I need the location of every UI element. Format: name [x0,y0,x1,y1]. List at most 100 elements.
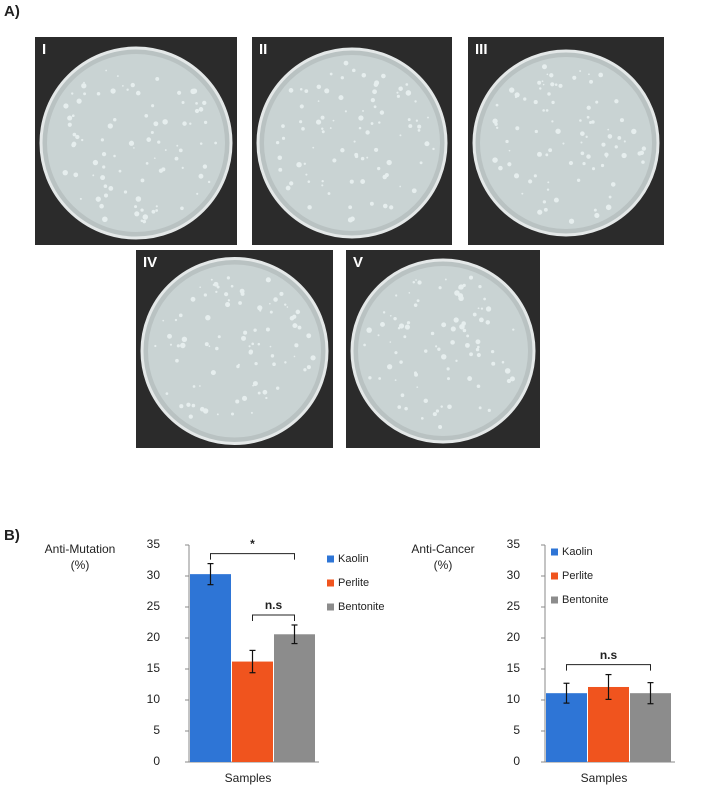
colony [142,214,149,220]
colony [254,361,258,366]
y-tick-label: 20 [507,630,521,644]
colony [165,392,169,395]
x-axis-label: Samples [225,771,272,785]
colony [546,188,550,191]
colony [446,367,450,371]
colony [362,109,364,112]
colony [432,147,435,151]
colony [128,140,135,146]
colony [462,328,467,333]
colony [469,352,473,357]
colony [579,119,582,122]
colony [450,340,455,345]
colony [378,377,382,380]
colony [604,152,609,157]
y-tick-label: 30 [147,568,161,582]
colony [102,165,106,169]
colony [406,321,411,325]
colony [398,323,405,329]
colony [299,87,303,91]
colony [155,209,159,212]
colony [480,307,484,310]
colony [485,306,492,312]
colony [541,80,544,83]
colony [617,136,622,140]
colony [478,317,484,323]
colony [162,119,168,125]
colony [299,104,304,109]
colony [215,346,219,351]
colony [202,408,209,414]
colony [243,330,248,335]
colony [332,158,337,163]
y-tick-label: 5 [153,723,160,737]
bar [274,634,315,762]
bar [630,693,671,762]
colony [458,284,464,290]
colony [307,180,311,183]
colony [368,376,372,380]
colony [113,117,117,122]
colony [343,60,349,66]
colony [174,156,179,161]
colony [281,124,285,128]
colony [248,350,253,355]
colony [310,355,316,361]
colony [438,286,442,290]
colony [509,376,515,382]
colony [92,159,99,166]
plate-label: V [353,254,363,271]
colony [199,385,201,387]
colony [354,152,359,157]
colony [301,127,305,131]
bar [190,574,231,762]
y-tick-label: 30 [507,568,521,582]
colony [278,167,283,172]
colony [369,201,374,206]
colony [162,319,165,322]
colony [441,322,447,328]
colony [379,110,385,115]
colony [593,208,597,212]
significance-bracket [252,614,295,621]
colony [202,164,208,169]
colony [423,398,428,404]
colony [373,105,377,109]
colony [107,123,113,129]
y-tick-label: 5 [513,723,520,737]
colony [241,395,248,401]
colony [588,73,590,76]
colony [537,151,542,157]
colony [352,68,356,73]
colony [284,361,287,364]
colony [427,116,429,119]
error-bar [563,682,570,704]
colony [507,162,512,167]
colony [533,100,538,105]
colony [487,408,491,412]
colony [399,86,403,89]
colony [72,132,77,137]
colony [435,345,438,348]
colony [253,328,257,332]
colony [579,70,582,73]
colony [329,127,332,129]
colony [472,312,477,317]
colony [177,90,182,95]
colony [549,73,554,78]
colony [75,134,80,140]
colony [293,355,296,358]
colony [586,115,590,119]
colony [134,205,138,209]
annotation: n.s [265,598,283,612]
colony [153,157,156,160]
colony [576,178,581,182]
colony [631,128,637,135]
colony [548,148,553,153]
colony [623,140,626,143]
colony [534,129,538,134]
legend-swatch [327,555,334,563]
colony [553,197,559,203]
colony [281,136,286,140]
colony [198,107,204,112]
